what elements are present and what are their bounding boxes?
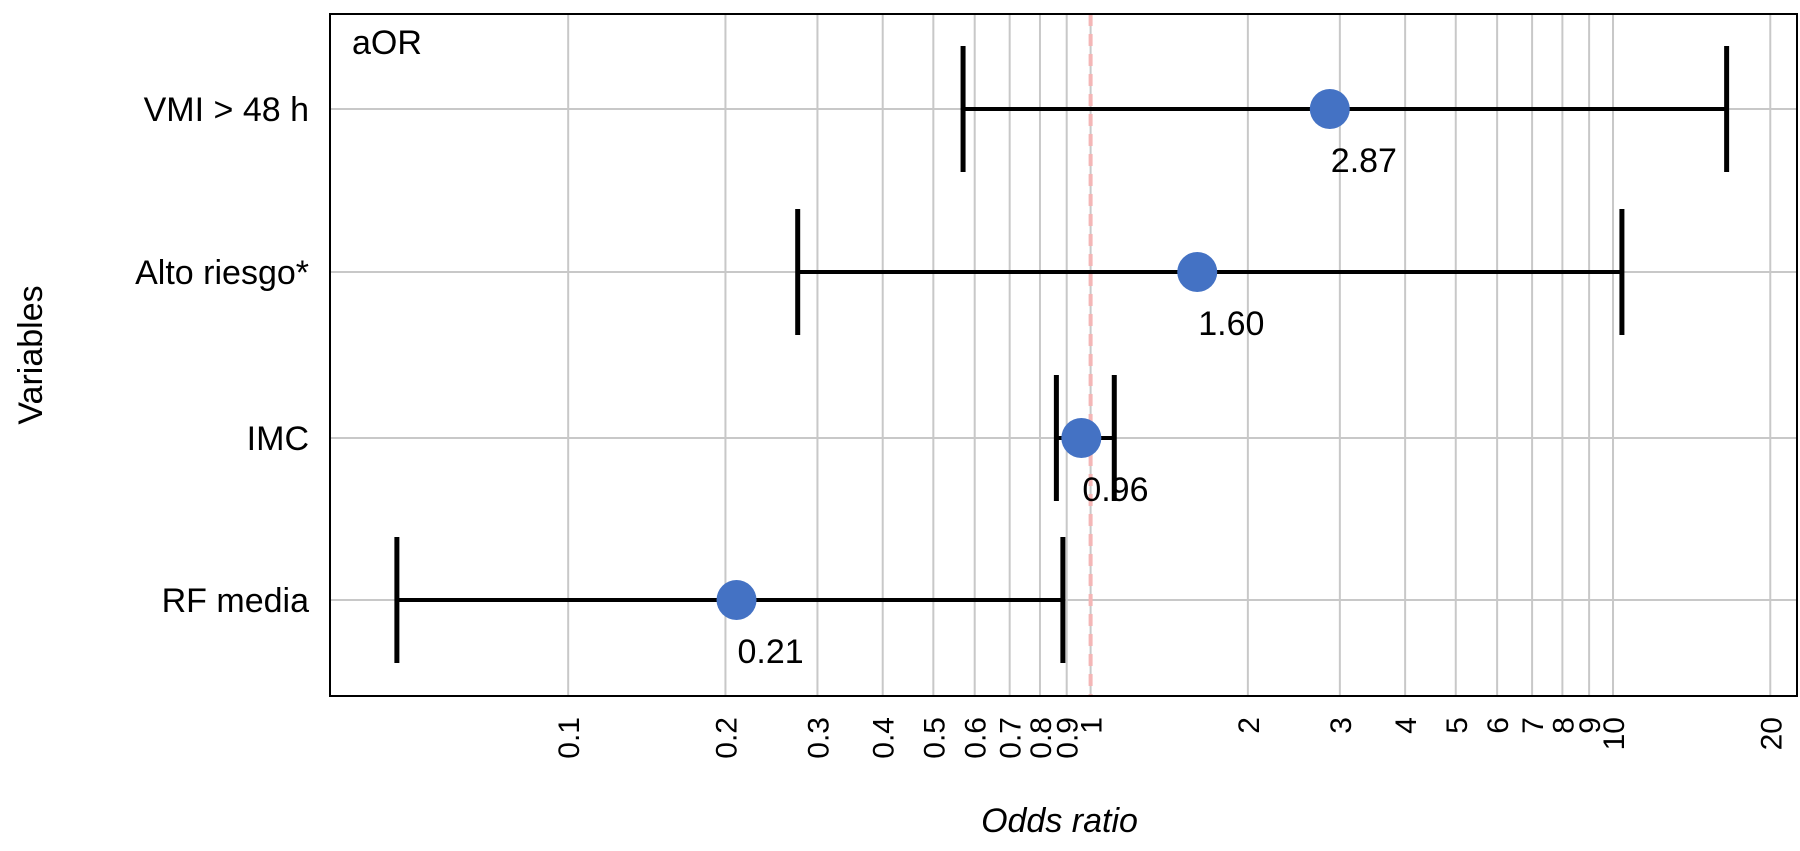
point-estimates <box>716 89 1350 620</box>
x-tick-label: 5 <box>1441 717 1474 734</box>
x-tick-label: 7 <box>1517 717 1550 734</box>
x-axis-title: Odds ratio <box>981 802 1138 840</box>
value-label: 0.21 <box>738 633 804 671</box>
x-tick-label: 0.9 <box>1052 717 1085 759</box>
horizontal-gridlines <box>330 108 1797 601</box>
x-tick-label: 9 <box>1574 717 1607 734</box>
confidence-intervals <box>394 46 1730 663</box>
vertical-gridlines <box>567 14 1772 696</box>
value-label: 0.96 <box>1082 471 1148 509</box>
x-tick-label: 10 <box>1598 717 1631 750</box>
y-tick-label: IMC <box>247 420 309 458</box>
value-label: 2.87 <box>1331 142 1397 180</box>
x-tick-label: 3 <box>1325 717 1358 734</box>
point-estimate <box>1177 252 1218 292</box>
plot-frame <box>329 13 1798 697</box>
x-tick-label: 20 <box>1755 717 1788 750</box>
x-tick-label: 0.7 <box>995 717 1028 759</box>
value-labels: 2.87 1.60 0.96 0.21 <box>738 142 1397 671</box>
x-tick-label: 0.8 <box>1025 717 1058 759</box>
x-tick-label: 0.1 <box>553 717 586 759</box>
point-estimate <box>1061 418 1102 458</box>
point-estimate <box>1309 89 1350 129</box>
x-tick-label: 0.4 <box>868 717 901 759</box>
x-tick-label: 1 <box>1076 717 1109 734</box>
y-tick-label: Alto riesgo* <box>135 254 309 292</box>
x-tick-label: 6 <box>1482 717 1515 734</box>
y-tick-labels: VMI > 48 h Alto riesgo* IMC RF media <box>135 91 309 620</box>
x-tick-label: 0.3 <box>802 717 835 759</box>
y-tick-label: VMI > 48 h <box>144 91 309 129</box>
x-tick-label: 2 <box>1233 717 1266 734</box>
y-tick-label: RF media <box>162 582 309 620</box>
x-tick-label: 0.5 <box>918 717 951 759</box>
x-tick-label: 0.6 <box>960 717 993 759</box>
point-estimate <box>716 580 757 620</box>
x-tick-label: 8 <box>1547 717 1580 734</box>
x-tick-label: 0.2 <box>710 717 743 759</box>
y-axis-title: Variables <box>12 285 50 424</box>
panel-label: aOR <box>352 24 422 62</box>
x-tick-label: 4 <box>1390 717 1423 734</box>
value-label: 1.60 <box>1198 305 1264 343</box>
